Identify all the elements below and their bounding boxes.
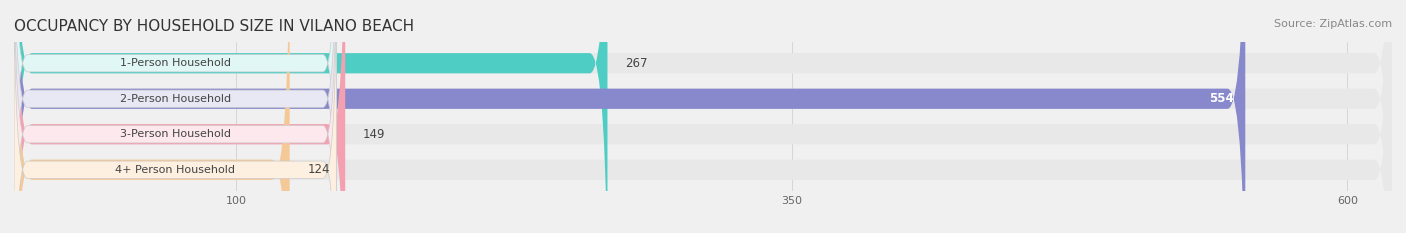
FancyBboxPatch shape xyxy=(14,0,1392,233)
Text: 267: 267 xyxy=(626,57,648,70)
FancyBboxPatch shape xyxy=(14,0,336,233)
Text: 554: 554 xyxy=(1209,92,1234,105)
FancyBboxPatch shape xyxy=(14,0,607,233)
FancyBboxPatch shape xyxy=(14,0,336,233)
FancyBboxPatch shape xyxy=(14,0,1246,233)
FancyBboxPatch shape xyxy=(14,0,1392,233)
FancyBboxPatch shape xyxy=(14,0,336,233)
Text: 3-Person Household: 3-Person Household xyxy=(120,129,231,139)
Text: 4+ Person Household: 4+ Person Household xyxy=(115,165,235,175)
Text: Source: ZipAtlas.com: Source: ZipAtlas.com xyxy=(1274,19,1392,29)
Text: 1-Person Household: 1-Person Household xyxy=(120,58,231,68)
FancyBboxPatch shape xyxy=(14,0,290,233)
FancyBboxPatch shape xyxy=(14,0,336,233)
Text: 124: 124 xyxy=(308,163,330,176)
FancyBboxPatch shape xyxy=(14,0,346,233)
FancyBboxPatch shape xyxy=(14,0,1392,233)
Text: OCCUPANCY BY HOUSEHOLD SIZE IN VILANO BEACH: OCCUPANCY BY HOUSEHOLD SIZE IN VILANO BE… xyxy=(14,19,415,34)
Text: 149: 149 xyxy=(363,128,385,141)
FancyBboxPatch shape xyxy=(14,0,1392,233)
Text: 2-Person Household: 2-Person Household xyxy=(120,94,231,104)
